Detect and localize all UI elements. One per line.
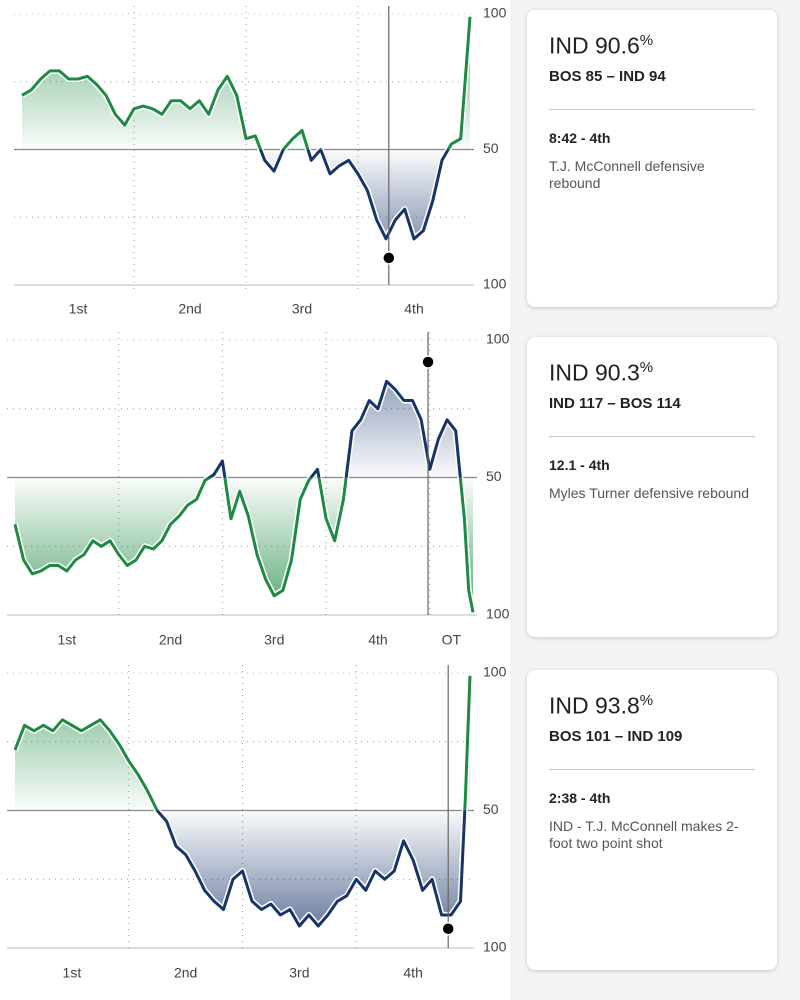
x-tick-label: 4th xyxy=(403,965,422,981)
info-card: IND 93.8% BOS 101 – IND 109 2:38 - 4th IND … xyxy=(527,670,777,970)
game-time: 2:38 - 4th xyxy=(549,789,611,806)
y-tick-label: 50 xyxy=(483,140,499,156)
x-tick-label: 1st xyxy=(58,632,77,648)
separator xyxy=(549,768,755,770)
marker-dot xyxy=(382,251,396,265)
y-tick-label: 100 xyxy=(483,5,507,21)
marker-dot xyxy=(441,922,455,936)
y-tick-label: 100 xyxy=(483,939,507,955)
x-tick-label: 2nd xyxy=(178,301,201,317)
line xyxy=(13,379,475,613)
headline-unit: % xyxy=(639,359,654,376)
play-description: IND - T.J. McConnell makes 2-foot two po… xyxy=(549,817,739,852)
play-description: T.J. McConnell defensive rebound xyxy=(549,157,705,192)
x-tick-label: 1st xyxy=(69,301,88,317)
score: BOS 85 – IND 94 xyxy=(549,67,666,85)
score: BOS 101 – IND 109 xyxy=(549,727,683,745)
x-tick-label: 4th xyxy=(368,632,387,648)
line xyxy=(21,16,472,241)
headline-row: IND 93.8% xyxy=(549,692,755,720)
score: IND 117 – BOS 114 xyxy=(549,394,681,412)
x-tick-label: 3rd xyxy=(292,301,312,317)
play-description: Myles Turner defensive rebound xyxy=(549,484,749,501)
line xyxy=(13,675,472,928)
headline-row: IND 90.3% xyxy=(549,359,755,387)
area xyxy=(15,675,470,926)
x-tick-label: OT xyxy=(442,632,462,648)
x-tick-label: 1st xyxy=(63,965,82,981)
x-tick-label: 3rd xyxy=(289,965,309,981)
y-tick-label: 50 xyxy=(483,801,499,817)
separator xyxy=(549,108,755,110)
y-tick-label: 50 xyxy=(486,468,502,484)
info-card: IND 90.6% BOS 85 – IND 94 8:42 - 4th T.J. M… xyxy=(527,10,777,307)
headline: IND 93.8 xyxy=(549,692,640,719)
headline: IND 90.3 xyxy=(549,359,640,386)
y-tick-label: 100 xyxy=(486,606,510,622)
headline-unit: % xyxy=(639,692,654,709)
x-tick-label: 4th xyxy=(404,301,423,317)
headline-row: IND 90.6% xyxy=(549,32,755,60)
info-card: IND 90.3% IND 117 – BOS 114 12.1 - 4th Myle… xyxy=(527,337,777,637)
y-tick-label: 100 xyxy=(483,276,507,292)
y-tick-label: 100 xyxy=(483,664,507,680)
headline-unit: % xyxy=(639,32,654,49)
game-time: 12.1 - 4th xyxy=(549,456,610,473)
x-tick-label: 3rd xyxy=(264,632,284,648)
x-tick-label: 2nd xyxy=(174,965,197,981)
x-tick-label: 2nd xyxy=(159,632,182,648)
marker-dot xyxy=(421,355,435,369)
game-time: 8:42 - 4th xyxy=(549,129,611,146)
headline: IND 90.6 xyxy=(549,32,640,59)
separator xyxy=(549,435,755,437)
y-tick-label: 100 xyxy=(486,331,510,347)
